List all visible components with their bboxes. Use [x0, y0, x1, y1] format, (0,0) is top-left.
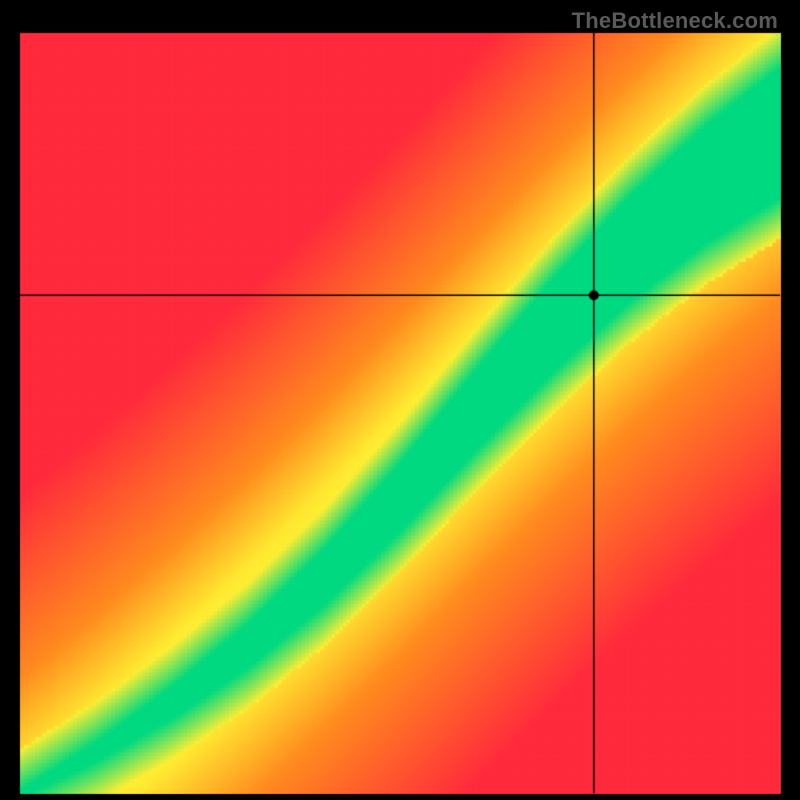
bottleneck-heatmap [0, 0, 800, 800]
chart-container: TheBottleneck.com [0, 0, 800, 800]
watermark-text: TheBottleneck.com [572, 8, 778, 34]
